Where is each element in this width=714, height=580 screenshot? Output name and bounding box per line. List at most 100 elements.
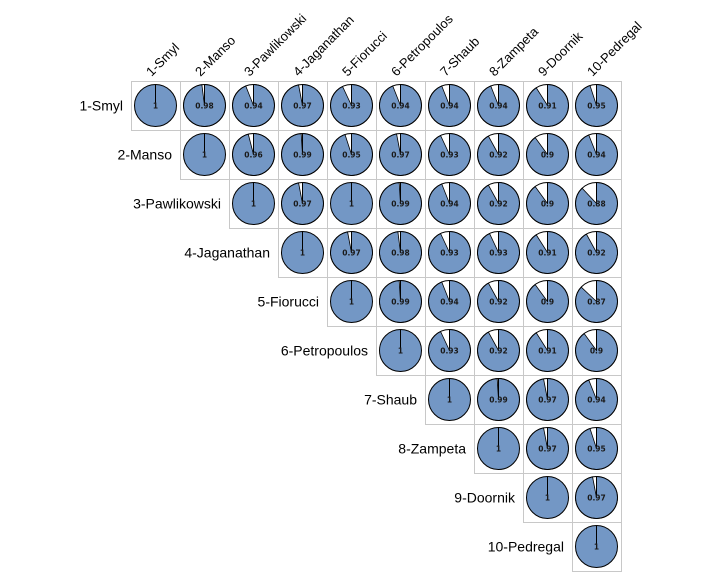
value-label: 0.9 (541, 298, 554, 307)
value-label: 0.9 (590, 347, 603, 356)
matrix-cell: 1 (474, 424, 524, 474)
value-label: 0.99 (489, 396, 508, 405)
matrix-cell: 0.9 (523, 277, 573, 327)
value-label: 1 (545, 494, 550, 503)
pie-outline (428, 84, 471, 127)
column-label: 10-Pedregal (584, 18, 645, 79)
matrix-cell: 1 (376, 326, 426, 376)
pie-outline (526, 133, 569, 176)
row-label: 9-Doornik (454, 490, 516, 506)
matrix-cell: 0.92 (572, 228, 622, 278)
pie-outline (575, 525, 618, 568)
matrix-cell: 0.99 (376, 277, 426, 327)
pie-outline (575, 182, 618, 225)
matrix-cell: 0.94 (474, 81, 524, 131)
value-label: 0.97 (538, 445, 557, 454)
matrix-cell: 0.99 (278, 130, 328, 180)
matrix-cell: 1 (131, 81, 181, 131)
pie-outline (134, 84, 177, 127)
value-label: 1 (153, 102, 158, 111)
pie-outline (428, 182, 471, 225)
value-label: 0.97 (342, 249, 361, 258)
pie-outline (281, 182, 324, 225)
value-label: 0.92 (489, 200, 508, 209)
value-label: 0.92 (489, 347, 508, 356)
pie-outline (477, 427, 520, 470)
pie-outline (183, 133, 226, 176)
value-label: 0.92 (489, 298, 508, 307)
matrix-cell: 0.98 (376, 228, 426, 278)
pie-outline (477, 378, 520, 421)
pie-outline (526, 476, 569, 519)
value-label: 0.93 (440, 151, 459, 160)
matrix-cell: 0.97 (278, 81, 328, 131)
pie-outline (281, 231, 324, 274)
matrix-cell: 1 (327, 277, 377, 327)
matrix-cell: 1 (229, 179, 279, 229)
pie-outline (232, 84, 275, 127)
pie-outline (575, 280, 618, 323)
pie-outline (428, 280, 471, 323)
matrix-cell: 0.88 (572, 179, 622, 229)
pie-outline (281, 84, 324, 127)
pie-outline (477, 280, 520, 323)
pie-outline (379, 84, 422, 127)
matrix-cell: 0.87 (572, 277, 622, 327)
value-label: 0.94 (391, 102, 410, 111)
pie-outline (232, 133, 275, 176)
pie-outline (575, 231, 618, 274)
matrix-cell: 0.94 (572, 130, 622, 180)
matrix-cell: 1 (425, 375, 475, 425)
value-label: 0.87 (587, 298, 606, 307)
value-label: 0.97 (293, 102, 312, 111)
matrix-cell: 0.97 (278, 179, 328, 229)
value-label: 0.99 (391, 298, 410, 307)
row-label: 7-Shaub (364, 392, 417, 408)
matrix-cell: 0.9 (523, 179, 573, 229)
matrix-cell: 1 (278, 228, 328, 278)
matrix-cell: 0.94 (572, 375, 622, 425)
pie-outline (379, 329, 422, 372)
pie-outline (183, 84, 226, 127)
matrix-cell: 0.97 (376, 130, 426, 180)
row-label: 1-Smyl (79, 98, 123, 114)
value-label: 0.9 (541, 151, 554, 160)
value-label: 0.93 (440, 249, 459, 258)
matrix-cell: 1 (327, 179, 377, 229)
matrix-cell: 0.93 (425, 228, 475, 278)
pie-outline (428, 231, 471, 274)
matrix-cell: 0.93 (425, 130, 475, 180)
value-label: 0.97 (293, 200, 312, 209)
matrix-cell: 0.95 (572, 424, 622, 474)
matrix-cell: 0.94 (425, 81, 475, 131)
column-label: 8-Zampeta (486, 24, 542, 80)
pie-outline (526, 231, 569, 274)
pie-outline (526, 378, 569, 421)
pie-outline (575, 329, 618, 372)
value-label: 0.98 (391, 249, 410, 258)
matrix-cell: 1 (180, 130, 230, 180)
matrix-cell: 0.93 (474, 228, 524, 278)
matrix-cell: 0.97 (572, 473, 622, 523)
value-label: 1 (447, 396, 452, 405)
value-label: 0.9 (541, 200, 554, 209)
value-label: 1 (251, 200, 256, 209)
value-label: 0.92 (587, 249, 606, 258)
value-label: 0.95 (342, 151, 361, 160)
matrix-cell: 0.94 (229, 81, 279, 131)
matrix-cell: 0.97 (327, 228, 377, 278)
row-label: 3-Pawlikowski (133, 196, 221, 212)
pie-outline (379, 182, 422, 225)
column-label: 1-Smyl (143, 40, 182, 79)
row-label: 2-Manso (118, 147, 173, 163)
pie-outline (526, 329, 569, 372)
matrix-cell: 0.93 (327, 81, 377, 131)
matrix-cell: 0.9 (523, 130, 573, 180)
pie-outline (575, 133, 618, 176)
matrix-cell: 0.95 (572, 81, 622, 131)
pie-outline (379, 280, 422, 323)
value-label: 0.88 (587, 200, 606, 209)
matrix-cell: 0.99 (474, 375, 524, 425)
matrix-cell: 0.97 (523, 424, 573, 474)
